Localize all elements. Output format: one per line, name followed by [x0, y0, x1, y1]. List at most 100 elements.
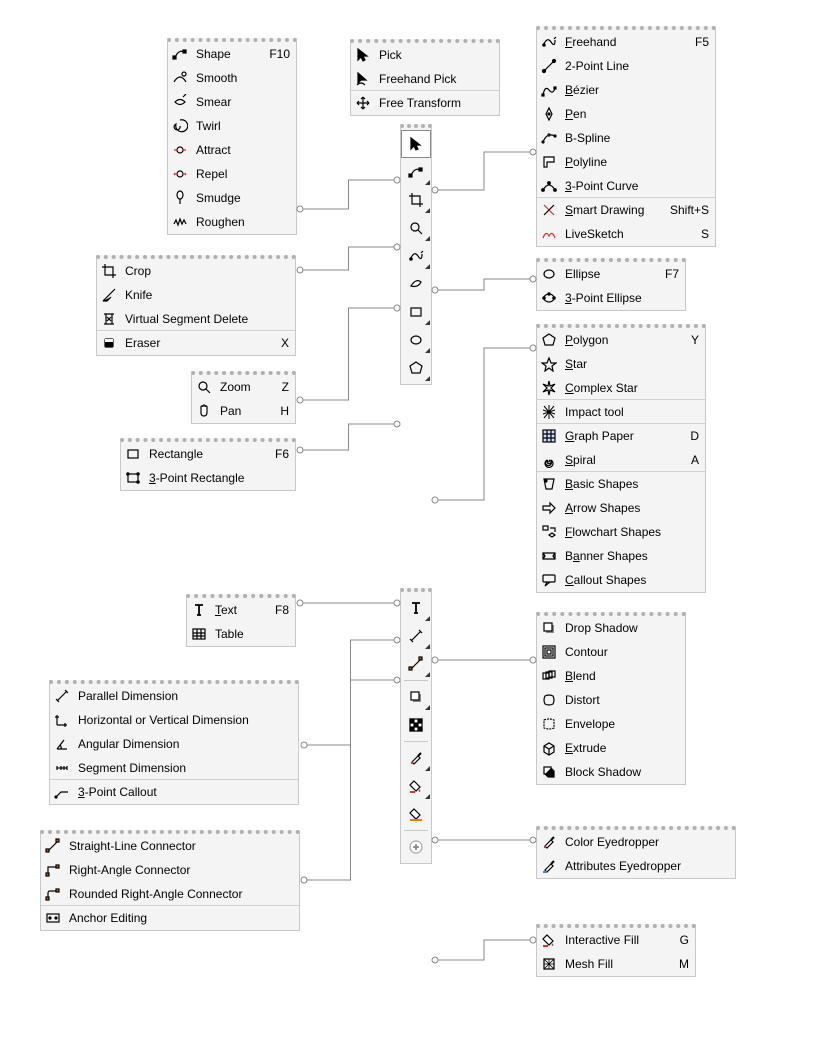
- flyout-item-block-shadow[interactable]: Block Shadow: [537, 760, 685, 784]
- flyout-item-label: Interactive Fill: [565, 933, 668, 947]
- star-icon: [539, 354, 559, 374]
- flyout-item-3-point-curve[interactable]: 3-Point Curve: [537, 174, 715, 198]
- flyout-item-anchor-editing[interactable]: Anchor Editing: [41, 906, 299, 930]
- text-tool[interactable]: [401, 594, 431, 622]
- flyout-item-arrow-shapes[interactable]: Arrow Shapes: [537, 496, 705, 520]
- flyout-item-color-eyedropper[interactable]: Color Eyedropper: [537, 830, 735, 854]
- flyout-item-pan[interactable]: PanH: [192, 399, 295, 423]
- flyout-item-eraser[interactable]: EraserX: [97, 331, 295, 355]
- flyout-item-flowchart-shapes[interactable]: Flowchart Shapes: [537, 520, 705, 544]
- flyout-item-drop-shadow[interactable]: Drop Shadow: [537, 616, 685, 640]
- flyout-item-star[interactable]: Star: [537, 352, 705, 376]
- flyout-item-rounded-right-angle-connector[interactable]: Rounded Right-Angle Connector: [41, 882, 299, 906]
- flyout-item-label: Mesh Fill: [565, 957, 667, 971]
- transparency-tool[interactable]: [401, 711, 431, 739]
- flyout-item-banner-shapes[interactable]: Banner Shapes: [537, 544, 705, 568]
- flyout-item-impact-tool[interactable]: Impact tool: [537, 400, 705, 424]
- polyline-icon: [539, 152, 559, 172]
- flyout-item-ellipse[interactable]: EllipseF7: [537, 262, 685, 286]
- flyout-item-contour[interactable]: Contour: [537, 640, 685, 664]
- flyout-item-segment-dimension[interactable]: Segment Dimension: [50, 756, 298, 780]
- shortcut-key: M: [679, 957, 689, 971]
- connector-tool[interactable]: [401, 650, 431, 678]
- flyout-item-envelope[interactable]: Envelope: [537, 712, 685, 736]
- polygon-tool[interactable]: [401, 354, 431, 382]
- flyout-item-table[interactable]: Table: [187, 622, 295, 646]
- dimension-tool[interactable]: [401, 622, 431, 650]
- flyout-item-smudge[interactable]: Smudge: [168, 186, 296, 210]
- flyout-item-parallel-dimension[interactable]: Parallel Dimension: [50, 684, 298, 708]
- flyout-item-virtual-segment-delete[interactable]: Virtual Segment Delete: [97, 307, 295, 331]
- flyout-item-label: Smart Drawing: [565, 203, 658, 217]
- artistic-media-tool[interactable]: [401, 270, 431, 298]
- flyout-item-attract[interactable]: Attract: [168, 138, 296, 162]
- flyout-item-attributes-eyedropper[interactable]: Attributes Eyedropper: [537, 854, 735, 878]
- flyout-item-complex-star[interactable]: Complex Star: [537, 376, 705, 400]
- flyout-item-twirl[interactable]: Twirl: [168, 114, 296, 138]
- flyout-item-smear[interactable]: Smear: [168, 90, 296, 114]
- eyedropper-tool[interactable]: [401, 744, 431, 772]
- flyout-item-3-point-ellipse[interactable]: 3-Point Ellipse: [537, 286, 685, 310]
- flyout-item-crop[interactable]: Crop: [97, 259, 295, 283]
- flyout-item-bezier[interactable]: Bézier: [537, 78, 715, 102]
- flyout-item-polygon[interactable]: PolygonY: [537, 328, 705, 352]
- flyout-item-right-angle-connector[interactable]: Right-Angle Connector: [41, 858, 299, 882]
- flyout-item-freehand[interactable]: FreehandF5: [537, 30, 715, 54]
- flyout-item-pick[interactable]: Pick: [351, 43, 499, 67]
- flyout-item-label: Polyline: [565, 155, 709, 169]
- flyout-item-label: Parallel Dimension: [78, 689, 292, 703]
- shortcut-key: Shift+S: [670, 203, 709, 217]
- rectangle-tool[interactable]: [401, 298, 431, 326]
- shortcut-key: F10: [269, 47, 290, 61]
- flyout-item-smart-drawing[interactable]: Smart Drawing Shift+S: [537, 198, 715, 222]
- flyout-item-b-spline[interactable]: B-Spline: [537, 126, 715, 150]
- flyout-item-3-point-rectangle[interactable]: 3-Point Rectangle: [121, 466, 295, 490]
- flyout-item-graph-paper[interactable]: Graph PaperD: [537, 424, 705, 448]
- flyout-item-mesh-fill[interactable]: Mesh Fill M: [537, 952, 695, 976]
- zoom-tool[interactable]: [401, 214, 431, 242]
- flyout-item-roughen[interactable]: Roughen: [168, 210, 296, 234]
- ellipse-tool[interactable]: [401, 326, 431, 354]
- flyout-item-interactive-fill[interactable]: Interactive FillG: [537, 928, 695, 952]
- crop-tool[interactable]: [401, 186, 431, 214]
- flyout-item-callout-shapes[interactable]: Callout Shapes: [537, 568, 705, 592]
- fill-tool[interactable]: [401, 772, 431, 800]
- add-tool[interactable]: [401, 833, 431, 861]
- flyout-item-spiral[interactable]: SpiralA: [537, 448, 705, 472]
- flyout-item-livesketch[interactable]: LiveSketchS: [537, 222, 715, 246]
- smudge-icon: [170, 188, 190, 208]
- flyout-item-basic-shapes[interactable]: Basic Shapes: [537, 472, 705, 496]
- shape-tool[interactable]: [401, 158, 431, 186]
- pick-icon: [353, 45, 373, 65]
- flyout-item-3-point-callout[interactable]: 3-Point Callout: [50, 780, 298, 804]
- flyout-item-blend[interactable]: Blend: [537, 664, 685, 688]
- flyout-item-repel[interactable]: Repel: [168, 162, 296, 186]
- flyout-item-polyline[interactable]: Polyline: [537, 150, 715, 174]
- flyout-item-2-point-line[interactable]: 2-Point Line: [537, 54, 715, 78]
- flyout-item-shape[interactable]: ShapeF10: [168, 42, 296, 66]
- flyout-item-label: Freehand Pick: [379, 72, 493, 86]
- flyout-item-pen[interactable]: Pen: [537, 102, 715, 126]
- flyout-item-label: Table: [215, 627, 289, 641]
- shortcut-key: F8: [275, 603, 289, 617]
- pick-tool[interactable]: [401, 130, 431, 158]
- flyout-item-angular-dimension[interactable]: Angular Dimension: [50, 732, 298, 756]
- freehand-tool[interactable]: [401, 242, 431, 270]
- flyout-item-smooth[interactable]: Smooth: [168, 66, 296, 90]
- flyout-item-label: Attributes Eyedropper: [565, 859, 729, 873]
- flyout-item-zoom[interactable]: ZoomZ: [192, 375, 295, 399]
- connector-line: [430, 274, 538, 295]
- separator: [404, 680, 428, 681]
- flyout-item-extrude[interactable]: Extrude: [537, 736, 685, 760]
- shortcut-key: F6: [275, 447, 289, 461]
- flyout-item-rectangle[interactable]: RectangleF6: [121, 442, 295, 466]
- flyout-item-knife[interactable]: Knife: [97, 283, 295, 307]
- flyout-item-text[interactable]: TextF8: [187, 598, 295, 622]
- flyout-item-free-transform[interactable]: Free Transform: [351, 91, 499, 115]
- smartfill-tool[interactable]: [401, 800, 431, 828]
- flyout-item-distort[interactable]: Distort: [537, 688, 685, 712]
- dropshadow-tool[interactable]: [401, 683, 431, 711]
- flyout-item-hv-dimension[interactable]: Horizontal or Vertical Dimension: [50, 708, 298, 732]
- flyout-item-freehand-pick[interactable]: Freehand Pick: [351, 67, 499, 91]
- flyout-item-straight-connector[interactable]: Straight-Line Connector: [41, 834, 299, 858]
